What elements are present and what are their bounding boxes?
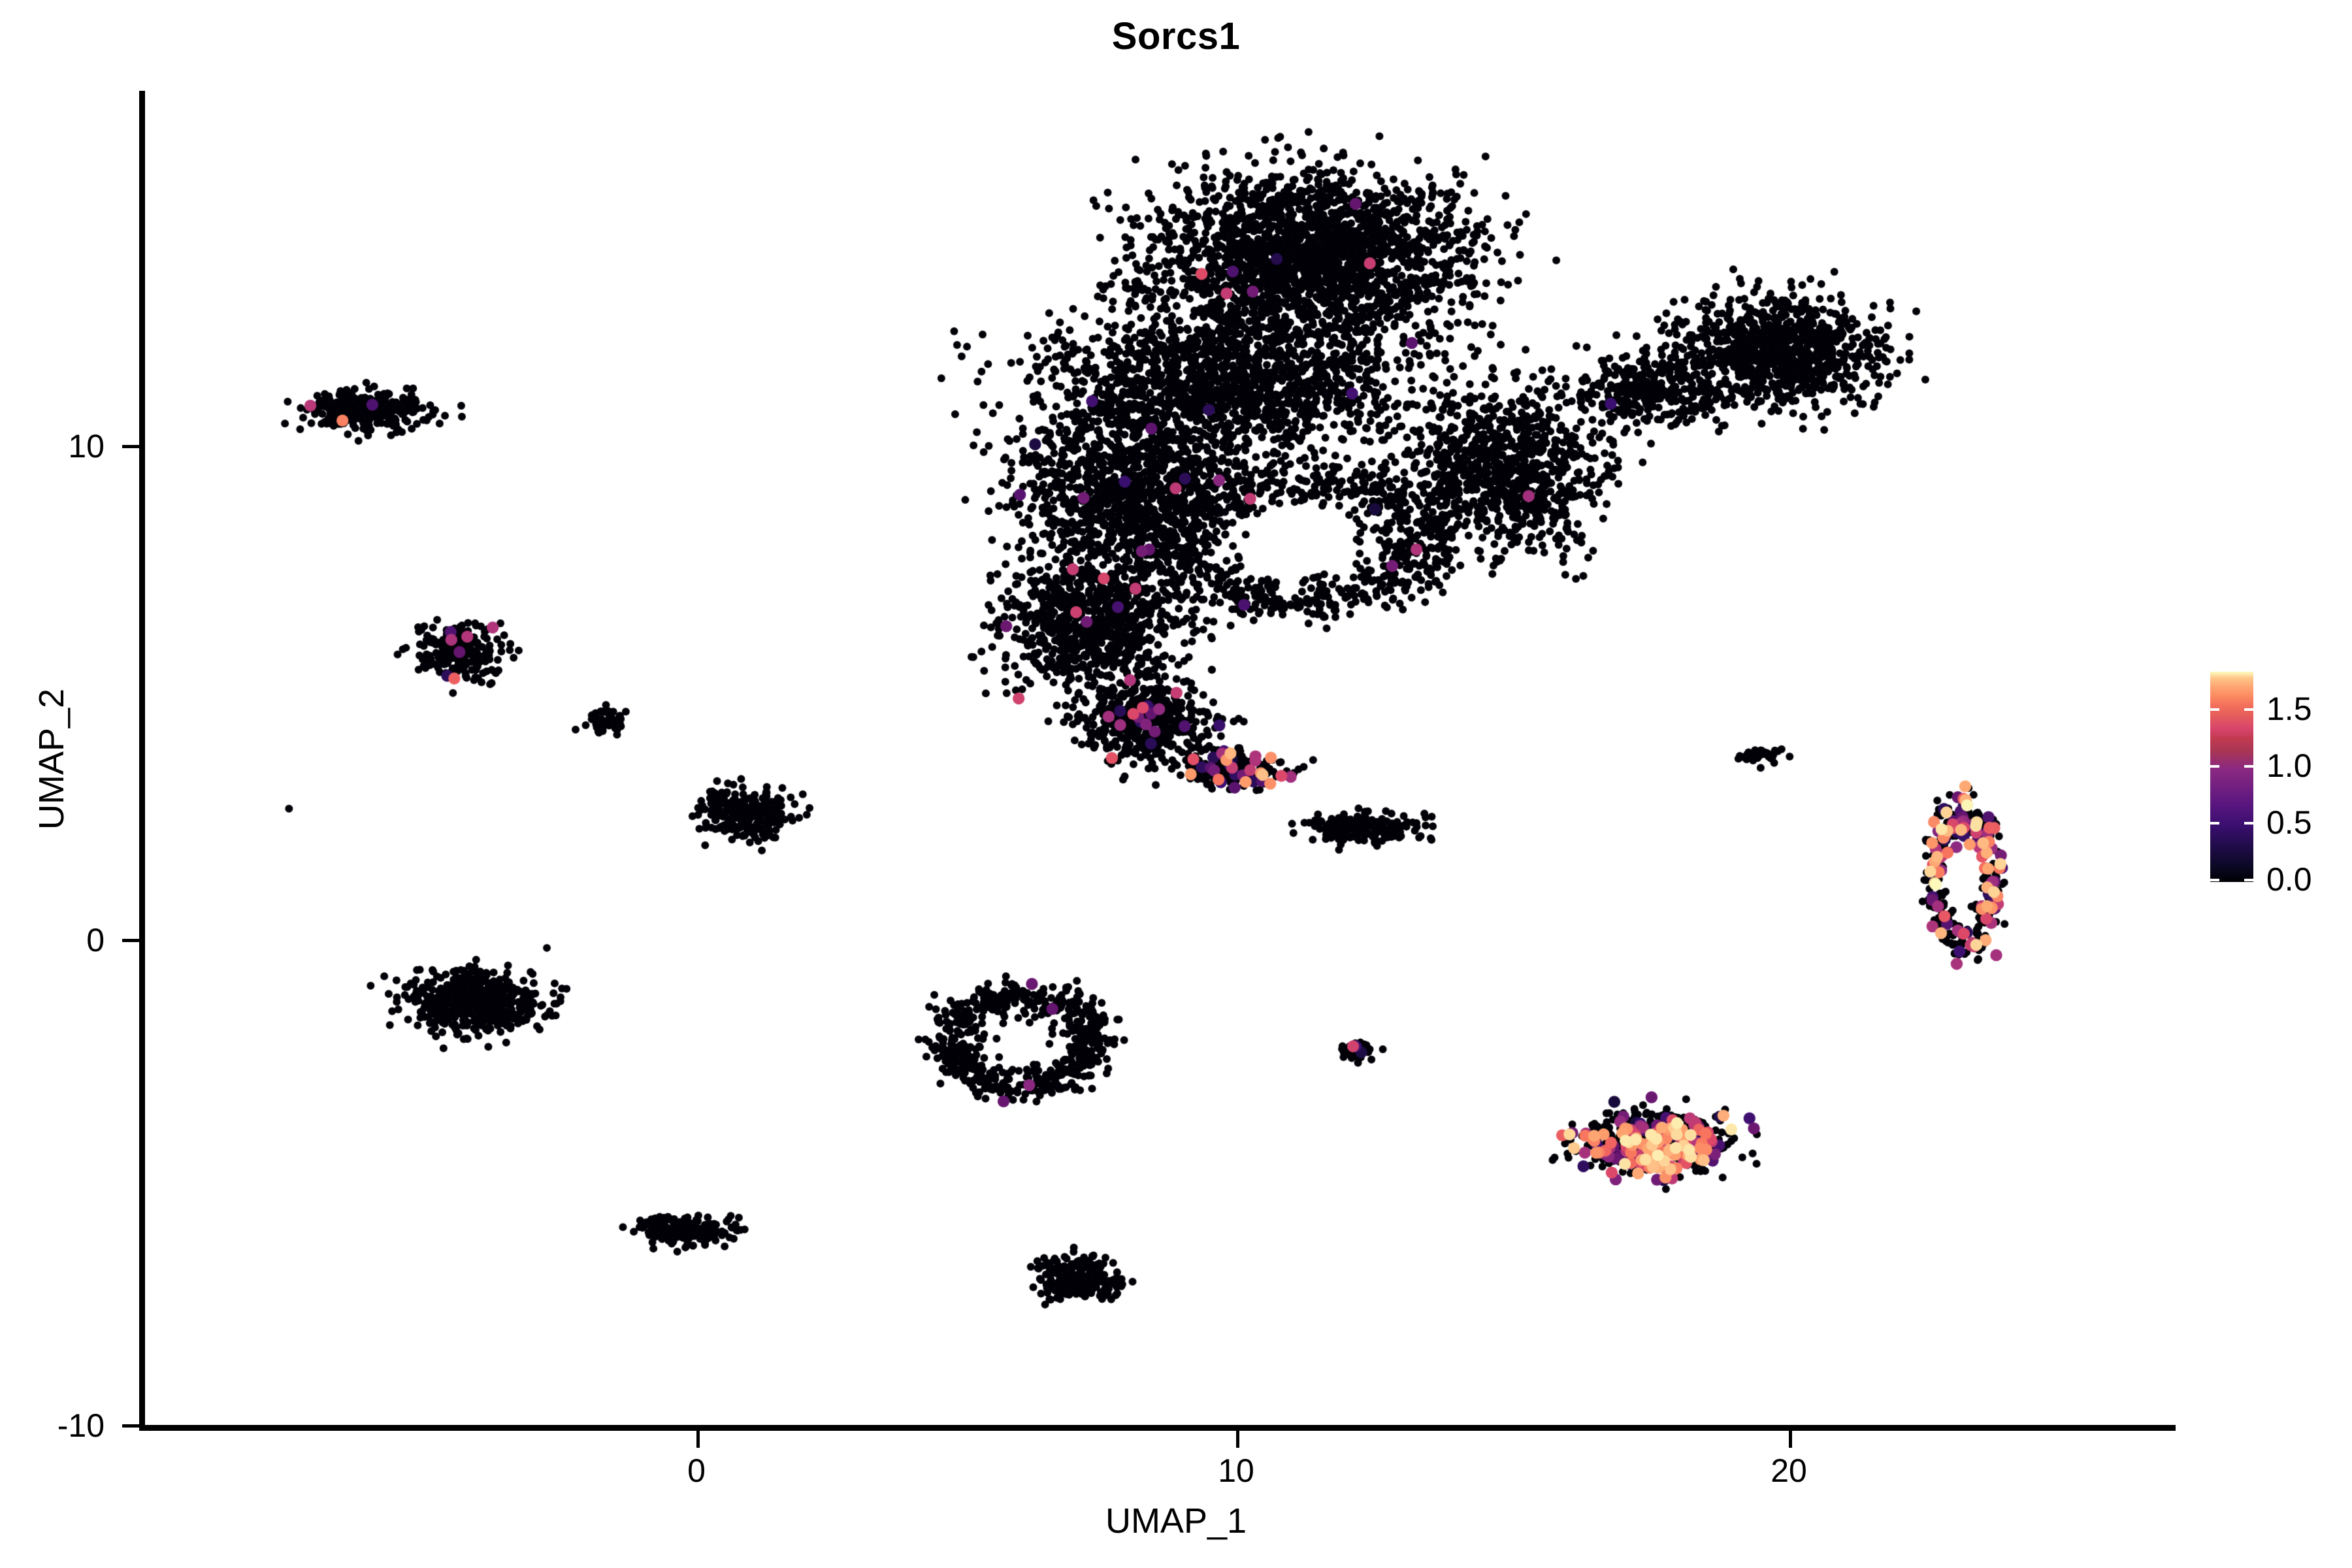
- y-axis-label: UMAP_2: [32, 688, 71, 830]
- x-axis-line: [139, 1425, 2176, 1431]
- colorbar-label: 1.0: [2266, 747, 2312, 784]
- y-tick-mark: [122, 445, 139, 448]
- y-tick-label: 0: [86, 922, 105, 958]
- colorbar-gradient: [2210, 672, 2253, 882]
- colorbar-tick-mark: [2244, 708, 2253, 711]
- x-axis-label: UMAP_1: [1105, 1501, 1247, 1541]
- colorbar-tick-mark: [2210, 879, 2219, 881]
- colorbar-tick-mark: [2244, 822, 2253, 825]
- scatter-plot-area: [144, 91, 2175, 1429]
- y-tick-label: 10: [68, 428, 105, 465]
- colorbar-tick-mark: [2210, 708, 2219, 711]
- colorbar-tick-mark: [2244, 879, 2253, 881]
- colorbar-label: 1.5: [2266, 691, 2312, 727]
- x-tick-mark: [1789, 1431, 1792, 1448]
- y-tick-label: -10: [57, 1407, 105, 1444]
- colorbar-tick-mark: [2210, 765, 2219, 768]
- x-tick-label: 0: [687, 1452, 706, 1489]
- y-axis-line: [139, 91, 145, 1430]
- scatter-canvas: [144, 91, 2175, 1429]
- y-tick-mark: [122, 939, 139, 942]
- y-tick-mark: [122, 1424, 139, 1428]
- colorbar-tick-mark: [2210, 822, 2219, 825]
- colorbar-tick-mark: [2244, 765, 2253, 768]
- x-tick-label: 20: [1771, 1452, 1807, 1489]
- x-tick-mark: [1236, 1431, 1239, 1448]
- colorbar-legend: 1.5 1.0 0.5 0.0: [2210, 672, 2312, 898]
- colorbar-label: 0.5: [2266, 804, 2312, 841]
- colorbar-label: 0.0: [2266, 861, 2312, 898]
- page-title: Sorcs1: [1111, 15, 1241, 57]
- x-tick-label: 10: [1218, 1452, 1254, 1489]
- x-tick-mark: [696, 1431, 700, 1448]
